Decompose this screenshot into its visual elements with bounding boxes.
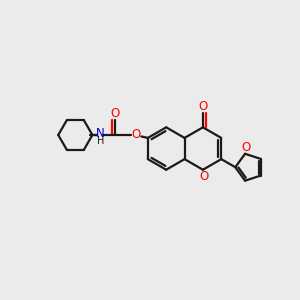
Text: O: O xyxy=(199,170,208,183)
Text: H: H xyxy=(97,136,104,146)
Text: O: O xyxy=(110,107,119,120)
Text: O: O xyxy=(198,100,208,113)
Text: O: O xyxy=(131,128,141,142)
Text: N: N xyxy=(96,127,105,140)
Text: O: O xyxy=(241,141,250,154)
